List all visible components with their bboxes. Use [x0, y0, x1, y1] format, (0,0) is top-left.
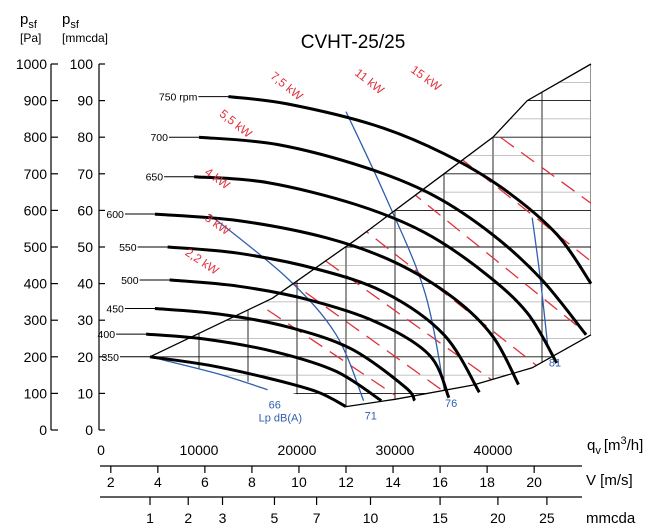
- mmcda-axis-tick-label: 20: [490, 510, 506, 526]
- y-axis-pa-tick-label: 200: [24, 349, 48, 365]
- velocity-axis-tick-label: 4: [154, 474, 162, 490]
- power-line-label: 4 kW: [202, 165, 233, 193]
- noise-curve: [149, 356, 268, 391]
- velocity-axis-tick-label: 20: [526, 474, 542, 490]
- y-axis-mmcda-tick-label: 90: [77, 93, 93, 109]
- speed-curve: [193, 175, 558, 364]
- velocity-axis-tick-label: 10: [291, 474, 307, 490]
- velocity-axis-tick-label: 16: [432, 474, 448, 490]
- power-line-label: 3 kW: [202, 211, 233, 239]
- y-axis-pa-tick-label: 400: [24, 276, 48, 292]
- y-axis-pa-tick-label: 100: [24, 385, 48, 401]
- speed-curve: [149, 355, 347, 408]
- speed-curve: [169, 278, 451, 399]
- y-axis-pa-tick-label: 300: [24, 312, 48, 328]
- power-line: [218, 114, 538, 367]
- velocity-axis-tick-label: 18: [479, 474, 495, 490]
- y-axis-mmcda-unit: [mmcda]: [62, 31, 108, 45]
- speed-curve: [198, 135, 588, 336]
- y-axis-mmcda-tick-label: 50: [77, 239, 93, 255]
- mmcda-axis-tick-label: 25: [539, 510, 555, 526]
- mmcda-axis-tick-label: 5: [271, 510, 279, 526]
- power-line: [399, 64, 591, 211]
- x-axis-tick-label: 20000: [278, 442, 317, 458]
- velocity-axis-label: V [m/s]: [586, 472, 633, 489]
- noise-curves: [149, 111, 549, 401]
- y-axis-pa-tick-label: 700: [24, 166, 48, 182]
- mmcda-axis-tick-label: 1: [146, 510, 154, 526]
- velocity-axis-tick-label: 2: [107, 474, 115, 490]
- power-line: [252, 64, 587, 334]
- x-axis-tick-label: 0: [97, 442, 105, 458]
- x-axis-label: qv [m3/h]: [587, 435, 643, 457]
- speed-curve: [228, 95, 593, 285]
- power-line-label: 11 kW: [352, 66, 387, 98]
- y-axis-mmcda-tick-label: 60: [77, 202, 93, 218]
- y-axis-mmcda-tick-label: 30: [77, 312, 93, 328]
- speed-curve: [145, 332, 383, 402]
- power-line-label: 7,5 kW: [268, 69, 306, 104]
- noise-curve-label: 71: [365, 411, 377, 423]
- noise-curve-sublabel: Lp dB(A): [259, 413, 302, 425]
- mmcda-axis-tick-label: 10: [363, 510, 379, 526]
- power-line: [183, 253, 396, 396]
- y-axis-pa-label: psf: [20, 11, 38, 31]
- speed-curves: [145, 95, 593, 408]
- y-axis-mmcda-tick-label: 80: [77, 129, 93, 145]
- mmcda-axis-label: mmcda: [586, 510, 636, 527]
- y-axis-pa-unit: [Pa]: [20, 31, 41, 45]
- power-line-label: 15 kW: [408, 62, 444, 94]
- y-axis-mmcda-label: psf: [62, 11, 80, 31]
- mmcda-axis-tick-label: 15: [432, 510, 448, 526]
- speed-curve: [154, 212, 520, 386]
- y-axis-pa-tick-label: 500: [24, 239, 48, 255]
- speed-curve: [167, 245, 481, 394]
- x-axis-tick-label: 30000: [376, 442, 415, 458]
- axes: 0100200300400500600700800900100001020304…: [16, 56, 582, 526]
- velocity-axis-tick-label: 8: [248, 474, 256, 490]
- system-lines: [149, 63, 592, 408]
- speed-curve-label: 750 rpm: [159, 92, 198, 104]
- noise-curve: [345, 111, 445, 389]
- speed-curve: [154, 307, 416, 402]
- y-axis-mmcda-tick-label: 100: [70, 56, 94, 72]
- y-axis-pa-tick-label: 900: [24, 93, 48, 109]
- y-axis-mmcda-tick-label: 10: [77, 385, 93, 401]
- speed-curve-label: 550: [119, 242, 137, 254]
- speed-curve-label: 700: [150, 132, 168, 144]
- y-axis-pa-tick-label: 600: [24, 202, 48, 218]
- y-axis-mmcda-tick-label: 0: [85, 422, 93, 438]
- x-axis-tick-label: 40000: [474, 442, 513, 458]
- speed-curve-label: 450: [106, 303, 124, 315]
- mmcda-axis-tick-label: 3: [219, 510, 227, 526]
- velocity-axis-tick-label: 14: [385, 474, 401, 490]
- system-line: [149, 63, 592, 358]
- y-axis-mmcda-tick-label: 70: [77, 166, 93, 182]
- speed-curve-label: 500: [121, 275, 139, 287]
- speed-curve-label: 600: [106, 209, 124, 221]
- y-axis-mmcda-tick-label: 20: [77, 349, 93, 365]
- chart-title: CVHT-25/25: [301, 32, 406, 53]
- y-axis-pa-tick-label: 0: [39, 422, 47, 438]
- speed-curve-label: 650: [146, 172, 164, 184]
- noise-curve-label: 66: [269, 400, 281, 412]
- y-axis-pa-tick-label: 1000: [16, 56, 47, 72]
- velocity-axis-tick-label: 12: [338, 474, 354, 490]
- y-axis-pa-tick-label: 800: [24, 129, 48, 145]
- speed-curve-label: 400: [98, 329, 116, 341]
- x-axis-tick-label: 10000: [180, 442, 219, 458]
- y-axis-mmcda-tick-label: 40: [77, 276, 93, 292]
- power-line-label: 5,5 kW: [217, 107, 256, 142]
- mmcda-axis-tick-label: 2: [184, 510, 192, 526]
- noise-curve-label: 76: [445, 398, 457, 410]
- mmcda-axis-tick-label: 7: [313, 510, 321, 526]
- velocity-axis-tick-label: 6: [201, 474, 209, 490]
- speed-curve-label: 350: [101, 352, 119, 364]
- noise-curve-label: 81: [549, 358, 561, 370]
